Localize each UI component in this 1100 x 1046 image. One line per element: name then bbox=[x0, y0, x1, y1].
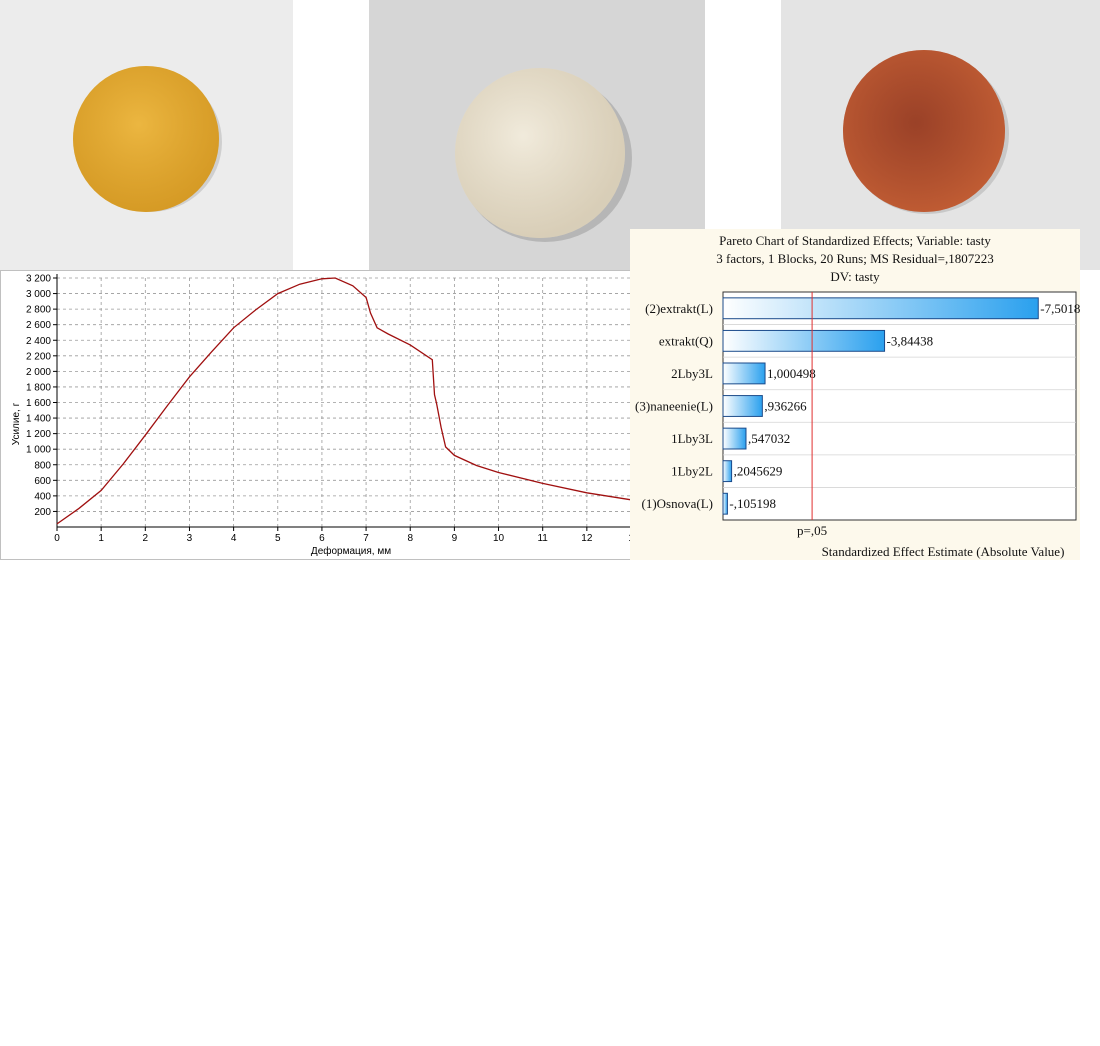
x-tick-label: 3 bbox=[187, 533, 193, 544]
y-tick-label: 2 800 bbox=[26, 305, 51, 316]
pareto-bar bbox=[722, 297, 1039, 320]
x-axis-label: Деформация, мм bbox=[311, 545, 391, 557]
y-tick-label: 1 000 bbox=[26, 445, 51, 456]
x-tick-label: 1 bbox=[98, 533, 104, 544]
chart-axes bbox=[53, 274, 632, 531]
pareto-category-labels: (2)extrakt(L) extrakt(Q) 2Lby3L (3)naneenie… bbox=[635, 301, 713, 511]
y-tick-label: 600 bbox=[34, 476, 51, 487]
crispbread-texture bbox=[455, 68, 625, 238]
y-tick-label: 200 bbox=[34, 507, 51, 518]
y-tick-label: 1 400 bbox=[26, 414, 51, 425]
x-tick-label: 10 bbox=[493, 533, 505, 544]
pareto-title-line-2: 3 factors, 1 Blocks, 20 Runs; MS Residua… bbox=[716, 251, 994, 266]
x-tick-label: 2 bbox=[143, 533, 149, 544]
pareto-bar bbox=[722, 492, 728, 515]
x-tick-label: 4 bbox=[231, 533, 237, 544]
significance-label: p=,05 bbox=[797, 523, 827, 538]
pareto-value-label: ,936266 bbox=[764, 399, 807, 414]
x-tick-label: 0 bbox=[54, 533, 60, 544]
y-axis-label: Усилие, г bbox=[11, 402, 22, 445]
x-tick-label: 5 bbox=[275, 533, 281, 544]
photo-brown-crispbread bbox=[781, 0, 1100, 270]
pareto-title-line-3: DV: tasty bbox=[830, 269, 880, 284]
y-tick-label: 3 200 bbox=[26, 274, 51, 285]
y-tick-label: 800 bbox=[34, 460, 51, 471]
y-tick-label: 1 200 bbox=[26, 429, 51, 440]
chart-frame bbox=[0, 270, 632, 560]
pareto-category-label: 1Lby2L bbox=[671, 464, 713, 479]
pareto-category-label: 2Lby3L bbox=[671, 366, 713, 381]
pareto-bar bbox=[722, 395, 763, 417]
pareto-category-label: (1)Osnova(L) bbox=[642, 496, 713, 511]
pareto-value-label: 1,000498 bbox=[767, 366, 816, 381]
pareto-x-axis-label: Standardized Effect Estimate (Absolute V… bbox=[822, 544, 1065, 559]
y-tick-label: 2 600 bbox=[26, 320, 51, 331]
pareto-value-label: ,547032 bbox=[748, 431, 790, 446]
pareto-value-label: -3,84438 bbox=[887, 333, 934, 348]
crispbread-texture bbox=[843, 50, 1005, 212]
x-tick-label: 9 bbox=[452, 533, 458, 544]
y-tick-label: 400 bbox=[34, 491, 51, 502]
x-tick-label: 11 bbox=[537, 533, 548, 544]
x-tick-label: 12 bbox=[581, 533, 593, 544]
photo-white-crispbread bbox=[369, 0, 705, 270]
y-tick-label: 2 000 bbox=[26, 367, 51, 378]
x-tick-label: 8 bbox=[407, 533, 413, 544]
y-tick-label: 1 600 bbox=[26, 398, 51, 409]
y-tick-label: 2 400 bbox=[26, 336, 51, 347]
pareto-title-line-1: Pareto Chart of Standardized Effects; Va… bbox=[719, 233, 991, 248]
pareto-category-label: (2)extrakt(L) bbox=[645, 301, 713, 316]
photo-1-svg bbox=[0, 0, 293, 270]
pareto-category-label: 1Lby3L bbox=[671, 431, 713, 446]
y-tick-label: 1 800 bbox=[26, 382, 51, 393]
crispbread-texture bbox=[73, 66, 219, 212]
pareto-value-labels: -7,50188 -3,84438 1,000498 ,936266 ,547032 ,2… bbox=[729, 301, 1080, 511]
y-tick-label: 3 000 bbox=[26, 289, 51, 300]
pareto-bar bbox=[722, 362, 766, 385]
x-tick-label: 7 bbox=[363, 533, 369, 544]
pareto-value-label: -7,50188 bbox=[1040, 301, 1080, 316]
pareto-grid bbox=[723, 324, 1076, 488]
pareto-bar bbox=[722, 460, 733, 483]
pareto-chart: (2)extrakt(L) extrakt(Q) 2Lby3L (3)naneenie… bbox=[630, 229, 1080, 560]
y-tick-label: 2 200 bbox=[26, 351, 51, 362]
photo-2-svg bbox=[369, 0, 705, 270]
pareto-category-label: (3)naneenie(L) bbox=[635, 399, 713, 414]
y-tick-labels: 200 400 600 800 1 000 1 200 1 400 1 600 1 800 2 0… bbox=[26, 274, 51, 518]
force-deformation-chart: 200 400 600 800 1 000 1 200 1 400 1 600 1 800 2 0… bbox=[0, 270, 632, 560]
force-curve bbox=[56, 277, 632, 525]
pareto-category-label: extrakt(Q) bbox=[659, 333, 713, 348]
x-tick-label: 6 bbox=[319, 533, 325, 544]
photo-3-svg bbox=[781, 0, 1100, 270]
pareto-bar bbox=[722, 427, 747, 450]
pareto-bar bbox=[722, 329, 886, 352]
photo-yellow-crispbread bbox=[0, 0, 293, 270]
pareto-bars bbox=[722, 297, 1039, 515]
pareto-value-label: -,105198 bbox=[729, 496, 776, 511]
pareto-value-label: ,2045629 bbox=[734, 464, 783, 479]
pareto-chart-svg: (2)extrakt(L) extrakt(Q) 2Lby3L (3)naneenie… bbox=[630, 229, 1080, 560]
